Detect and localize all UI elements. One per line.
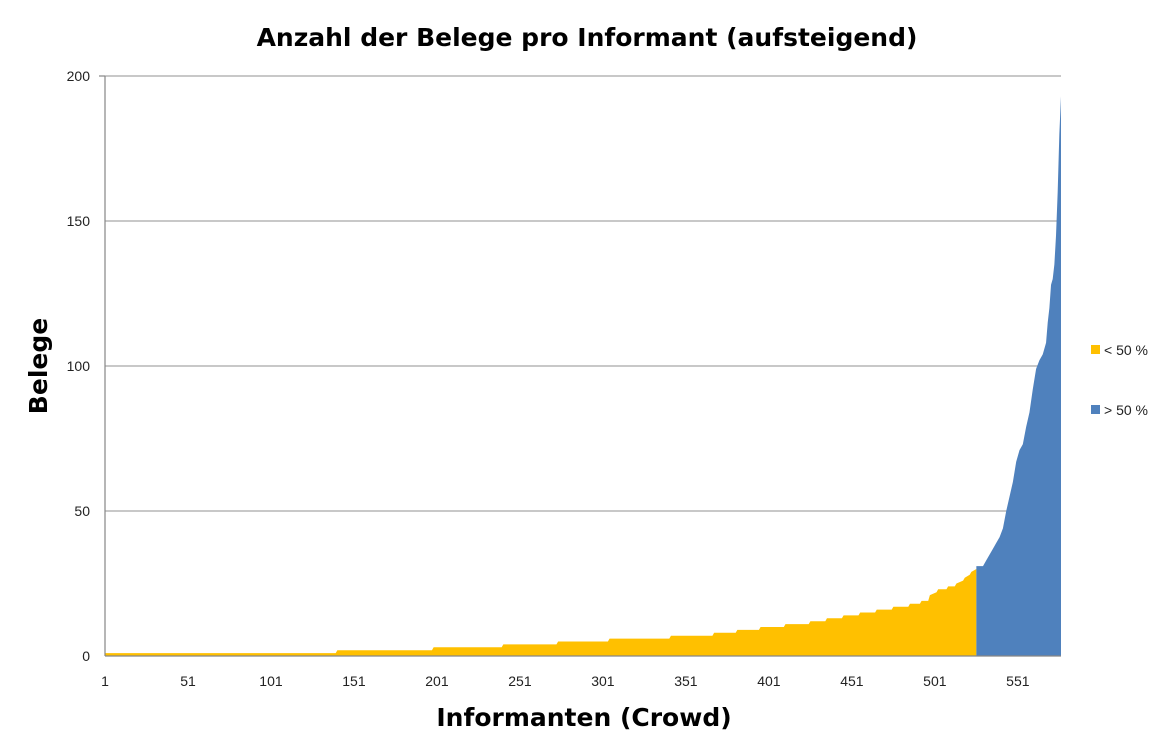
y-axis-title: Belege [24,318,53,414]
chart-title: Anzahl der Belege pro Informant (aufstei… [257,23,918,52]
x-tick-label: 451 [840,673,864,689]
x-tick-label: 151 [342,673,366,689]
plot-area [105,96,1061,657]
y-tick-label: 0 [82,648,90,664]
axes [99,75,1061,657]
x-tick-label: 401 [757,673,781,689]
y-tick-labels: 0 50 100 150 200 [67,68,91,664]
x-tick-label: 351 [674,673,698,689]
x-axis-title: Informanten (Crowd) [436,703,731,732]
y-tick-label: 200 [67,68,91,84]
series-area-gt50 [976,96,1061,657]
legend-swatch-lt50 [1091,345,1100,354]
x-tick-labels: 1 51 101 151 201 251 301 351 401 451 501 551 [101,673,1030,689]
y-tick-label: 100 [67,358,91,374]
x-tick-label: 251 [508,673,532,689]
y-tick-label: 50 [74,503,90,519]
x-tick-label: 301 [591,673,615,689]
legend-swatch-gt50 [1091,405,1100,414]
gridlines [105,75,1061,512]
x-tick-label: 551 [1006,673,1030,689]
x-tick-label: 51 [180,673,196,689]
legend: < 50 % > 50 % [1091,342,1148,418]
x-tick-label: 501 [923,673,947,689]
x-tick-label: 101 [259,673,283,689]
legend-label-gt50: > 50 % [1104,402,1148,418]
series-area-lt50 [105,569,977,656]
x-tick-label: 201 [425,673,449,689]
x-tick-label: 1 [101,673,109,689]
y-tick-label: 150 [67,213,91,229]
legend-label-lt50: < 50 % [1104,342,1148,358]
